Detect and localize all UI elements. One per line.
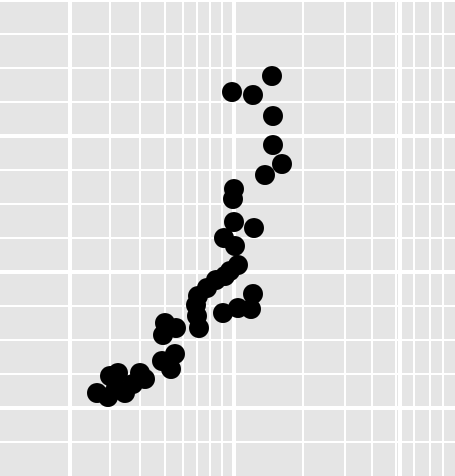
data-point [262, 66, 282, 86]
data-point [115, 383, 135, 403]
data-point [161, 359, 181, 379]
data-point [255, 165, 275, 185]
data-point [87, 383, 107, 403]
data-point [263, 135, 283, 155]
data-point [223, 189, 243, 209]
data-points [87, 66, 292, 407]
data-point [241, 299, 261, 319]
data-point [222, 82, 242, 102]
data-point [243, 85, 263, 105]
data-point [263, 106, 283, 126]
data-point [153, 325, 173, 345]
data-point [272, 154, 292, 174]
data-point [243, 284, 263, 304]
data-point [224, 212, 244, 232]
data-point [189, 318, 209, 338]
data-point [225, 236, 245, 256]
data-point [244, 218, 264, 238]
